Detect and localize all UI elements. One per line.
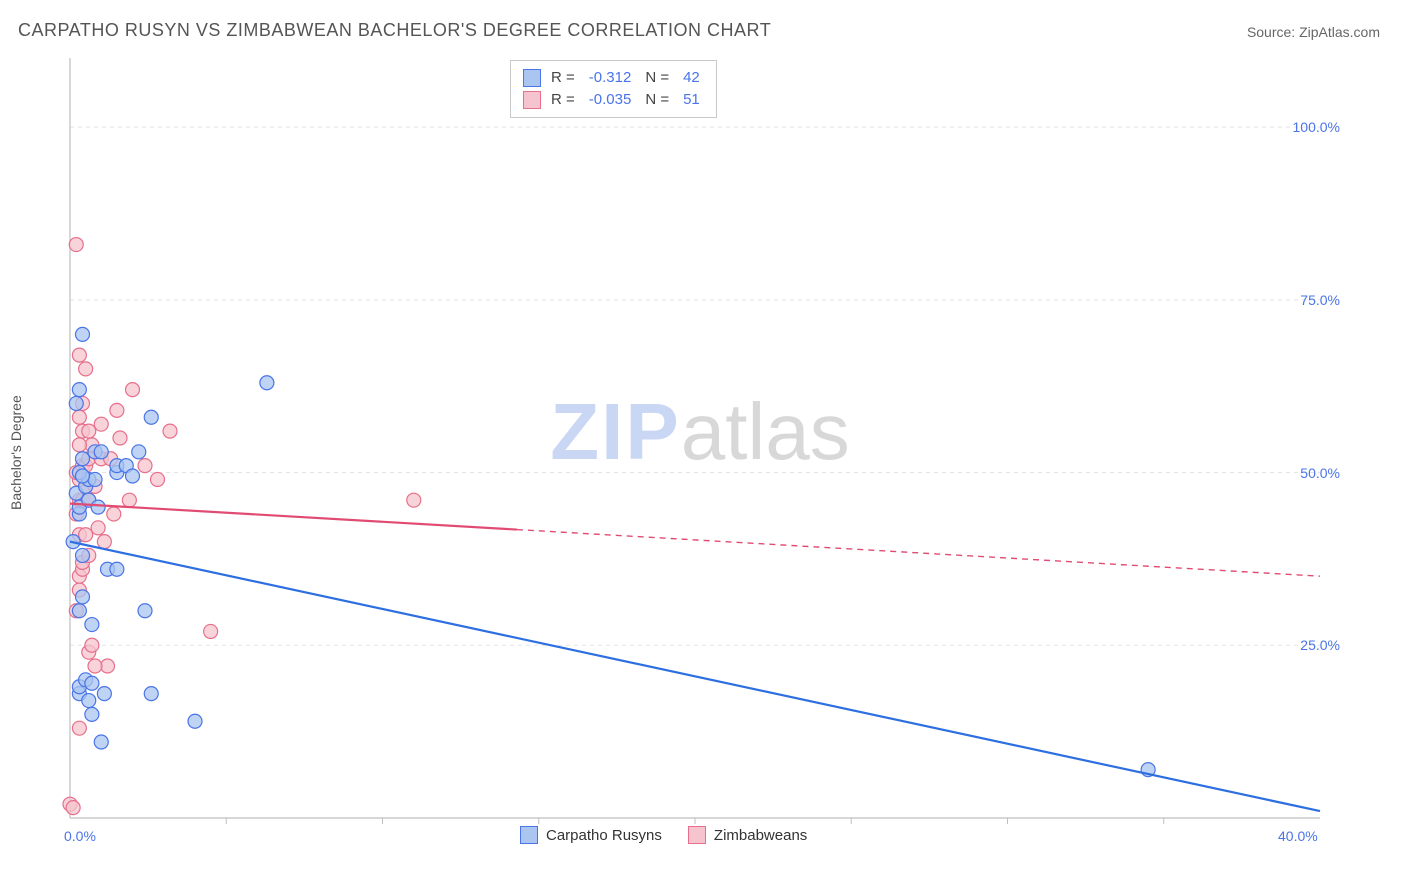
legend-swatch-1 (520, 826, 538, 844)
n-label-1: N = (645, 67, 669, 89)
source-label: Source: ZipAtlas.com (1247, 24, 1380, 40)
r-value-1: -0.312 (585, 67, 636, 89)
swatch-series-1 (523, 69, 541, 87)
stats-legend-box: R = -0.312 N = 42 R = -0.035 N = 51 (510, 60, 717, 118)
legend-swatch-2 (688, 826, 706, 844)
n-value-1: 42 (679, 67, 704, 89)
r-label-1: R = (551, 67, 575, 89)
n-value-2: 51 (679, 89, 704, 111)
x-tick-label: 0.0% (64, 828, 96, 844)
stats-row-2: R = -0.035 N = 51 (523, 89, 704, 111)
stats-row-1: R = -0.312 N = 42 (523, 67, 704, 89)
n-label-2: N = (645, 89, 669, 111)
chart-svg (50, 58, 1350, 838)
r-label-2: R = (551, 89, 575, 111)
legend-item-2: Zimbabweans (688, 826, 807, 844)
bottom-legend: Carpatho Rusyns Zimbabweans (520, 826, 807, 844)
swatch-series-2 (523, 91, 541, 109)
x-tick-label: 40.0% (1278, 828, 1318, 844)
y-tick-label: 50.0% (1300, 465, 1340, 481)
plot-area: ZIPatlas R = -0.312 N = 42 R = -0.035 N … (50, 58, 1350, 838)
y-tick-label: 25.0% (1300, 637, 1340, 653)
y-tick-label: 75.0% (1300, 292, 1340, 308)
legend-label-2: Zimbabweans (714, 827, 807, 844)
y-axis-label: Bachelor's Degree (8, 395, 24, 510)
chart-title: CARPATHO RUSYN VS ZIMBABWEAN BACHELOR'S … (18, 20, 771, 41)
legend-label-1: Carpatho Rusyns (546, 827, 662, 844)
y-tick-label: 100.0% (1293, 119, 1340, 135)
legend-item-1: Carpatho Rusyns (520, 826, 662, 844)
r-value-2: -0.035 (585, 89, 636, 111)
